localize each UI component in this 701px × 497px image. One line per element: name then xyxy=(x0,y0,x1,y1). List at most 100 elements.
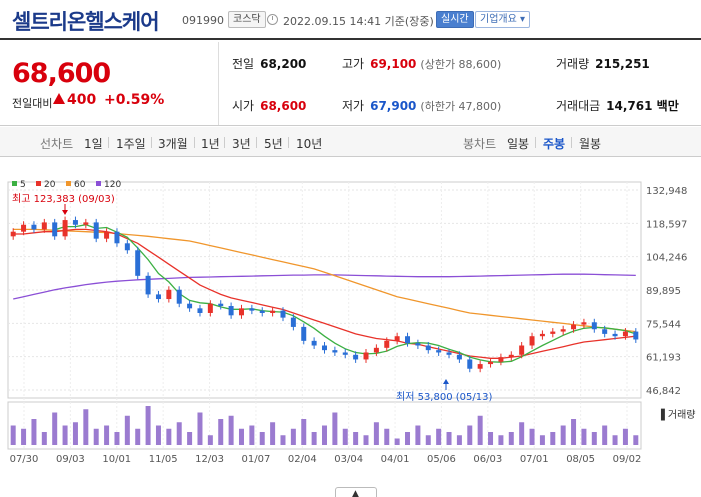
legend-swatch xyxy=(66,181,71,186)
volume-bar xyxy=(602,425,608,445)
volume-bar xyxy=(612,435,618,445)
tab-daily[interactable]: 일봉 xyxy=(507,137,530,151)
candle-body xyxy=(539,333,545,337)
candle-body xyxy=(166,289,172,300)
candle-body xyxy=(155,294,161,300)
y-tick-label: 89,895 xyxy=(646,286,681,297)
candle-body xyxy=(21,224,27,232)
volume-bar xyxy=(238,428,244,445)
candle-body xyxy=(124,243,130,251)
candle-body xyxy=(114,231,120,244)
legend-label: 20 xyxy=(44,180,56,190)
volume-bar xyxy=(581,428,587,445)
candle-body xyxy=(467,359,473,369)
volume-bar xyxy=(332,412,338,445)
volume-bar xyxy=(259,432,265,445)
candle-body xyxy=(394,336,400,341)
high-price: 고가 69,100 (상한가 88,600) xyxy=(342,57,502,71)
volume-bar xyxy=(322,425,327,445)
candle-body xyxy=(104,231,110,239)
candle-body xyxy=(145,275,151,295)
legend-label: 5 xyxy=(20,180,26,190)
stock-chart[interactable]: 132,948 118,597 104,246 89,895 75,544 61,193 4… xyxy=(0,170,701,488)
low-price: 저가 67,900 (하한가 47,800) xyxy=(342,99,502,113)
tab-weekly[interactable]: 주봉 xyxy=(543,137,566,151)
volume-bar xyxy=(446,432,452,445)
low-annotation: 최저 53,800 (05/13) xyxy=(396,391,492,403)
current-price: 68,600 xyxy=(12,58,111,89)
volume-bar xyxy=(114,432,120,445)
volume-bar xyxy=(373,422,379,445)
volume-bar xyxy=(560,425,566,445)
candle-body xyxy=(187,303,193,309)
volume-bar xyxy=(72,422,78,445)
candle-body xyxy=(62,220,68,237)
volume-label: ▐ 거래량 xyxy=(657,408,695,421)
volume-bar xyxy=(145,406,151,445)
y-tick-label: 46,842 xyxy=(646,386,681,397)
volume-bar xyxy=(529,428,535,445)
volume-bar xyxy=(519,422,525,445)
volume-bar xyxy=(228,415,234,445)
candle-body xyxy=(633,331,639,340)
y-tick-label: 61,193 xyxy=(646,353,681,364)
quote-datetime: 2022.09.15 14:41 기준(장중) xyxy=(283,15,434,28)
x-tick-label: 09/02 xyxy=(613,454,642,465)
volume-bar xyxy=(31,419,37,445)
tab-3m[interactable]: 3개월 xyxy=(158,137,188,151)
volume-bar xyxy=(456,435,462,445)
volume-bar xyxy=(415,425,421,445)
tab-1d[interactable]: 1일 xyxy=(84,137,103,151)
company-info-dropdown[interactable]: 기업개요 ▾ xyxy=(475,11,530,28)
x-tick-label: 09/03 xyxy=(56,454,85,465)
volume-bar xyxy=(155,425,161,445)
x-tick-label: 10/01 xyxy=(102,454,131,465)
x-tick-label: 01/07 xyxy=(242,454,271,465)
realtime-button[interactable]: 실시간 xyxy=(436,11,474,28)
chevron-up-icon: ▲ xyxy=(352,489,359,497)
legend-swatch xyxy=(36,181,41,186)
volume-bar xyxy=(436,428,442,445)
candle-body xyxy=(519,345,525,355)
high-annotation: 최고 123,383 (09/03) xyxy=(12,193,115,205)
volume-bar xyxy=(166,428,172,445)
volume-bar xyxy=(488,432,494,445)
volume-bar xyxy=(342,428,348,445)
volume-bar xyxy=(353,432,359,445)
candle-body xyxy=(550,331,556,334)
y-tick-label: 118,597 xyxy=(646,219,687,230)
candle-body xyxy=(72,220,78,225)
candle-body xyxy=(581,322,587,325)
x-tick-label: 03/04 xyxy=(334,454,363,465)
tab-monthly[interactable]: 월봉 xyxy=(579,137,602,151)
volume-bar xyxy=(83,409,89,445)
candle-body xyxy=(353,354,359,360)
collapse-tab[interactable]: ▲ xyxy=(335,487,377,497)
candle-body xyxy=(405,336,411,344)
candle-chart-label: 봉차트 xyxy=(463,137,497,151)
volume-bar xyxy=(52,412,58,445)
candle-body xyxy=(280,310,286,318)
stock-name[interactable]: 셀트리온헬스케어 xyxy=(12,10,160,34)
tab-3y[interactable]: 3년 xyxy=(232,137,251,151)
volume-pane-frame xyxy=(7,401,642,450)
candle-body xyxy=(508,354,514,358)
volume-bar xyxy=(176,422,182,445)
candle-body xyxy=(238,308,244,316)
tab-10y[interactable]: 10년 xyxy=(296,137,323,151)
legend-label: 60 xyxy=(74,180,86,190)
candle-body xyxy=(591,322,597,330)
line-chart-label: 선차트 xyxy=(40,137,74,151)
tab-1y[interactable]: 1년 xyxy=(201,137,220,151)
candle-body xyxy=(207,303,213,313)
volume-bar xyxy=(508,432,514,445)
candle-body xyxy=(41,222,47,230)
volume-bar xyxy=(280,435,286,445)
legend-swatch xyxy=(12,181,17,186)
tab-1w[interactable]: 1주일 xyxy=(116,137,146,151)
volume-bar xyxy=(550,432,556,445)
tab-5y[interactable]: 5년 xyxy=(264,137,283,151)
volume-bar xyxy=(425,435,431,445)
y-tick-label: 132,948 xyxy=(646,186,687,197)
x-tick-label: 05/06 xyxy=(427,454,456,465)
